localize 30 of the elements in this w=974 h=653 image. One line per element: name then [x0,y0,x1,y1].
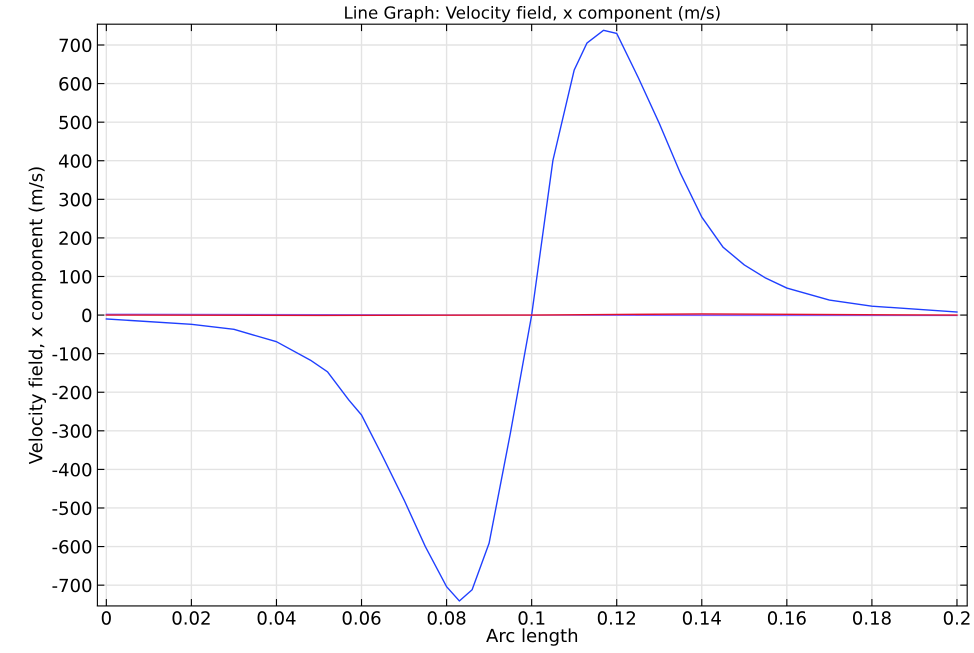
x-tick-label: 0.06 [342,611,380,625]
x-axis-title: Arc length [486,628,578,646]
x-tick-label: 0.02 [172,611,210,625]
y-tick-label: -500 [52,501,92,516]
y-tick-label: 0 [82,308,92,322]
line-series [106,30,958,602]
y-tick-label: -100 [52,347,92,361]
y-tick-label: -200 [52,386,92,400]
y-tick-label: -300 [52,424,92,438]
y-tick-label: 500 [59,116,92,130]
x-tick-label: 0 [102,611,111,625]
x-tick-label: 0.14 [682,611,721,625]
y-tick-label: 100 [60,270,92,284]
y-tick-label: -700 [52,578,92,592]
x-tick-label: 0.08 [428,611,466,625]
y-tick-label: 400 [58,154,92,168]
y-axis-title: Velocity field, x component (m/s) [28,167,46,464]
y-tick-label: 300 [59,192,92,206]
x-tick-label: 0.1 [518,611,544,625]
y-tick-label: 700 [60,38,92,52]
y-tick-label: -600 [52,540,92,554]
x-tick-label: 0.18 [853,611,891,625]
x-tick-label: 0.04 [258,611,296,625]
chart-title: Line Graph: Velocity field, x component (m/s) [345,6,720,22]
x-tick-label: 0.2 [944,611,970,625]
x-tick-label: 0.16 [768,611,806,625]
x-tick-label: 0.12 [598,611,636,625]
y-tick-label: 600 [59,77,92,91]
y-tick-label: -400 [52,462,92,477]
y-tick-label: 200 [59,231,92,246]
